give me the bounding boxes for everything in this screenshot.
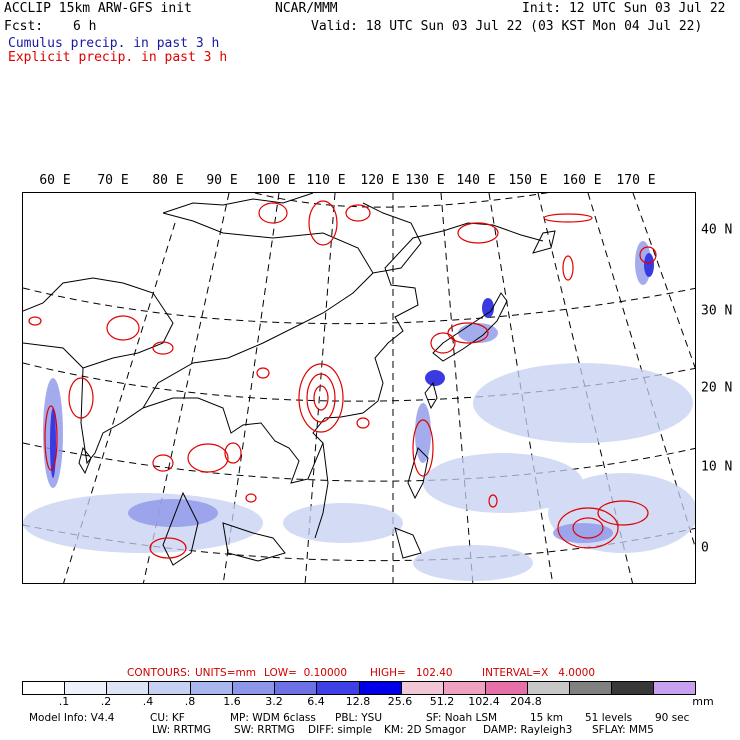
cumulus-ocean-fields <box>23 363 695 581</box>
explicit-precip-contours <box>28 200 657 559</box>
colorbar-swatch <box>107 682 150 694</box>
valid-time: Valid: 18 UTC Sun 03 Jul 22 (03 KST Mon … <box>311 19 703 34</box>
colorbar-tick: 51.2 <box>429 695 455 708</box>
colorbar-swatch <box>23 682 66 694</box>
lat-label: 40 N <box>701 222 733 238</box>
footer-lw: LW: RRTMG <box>152 724 211 736</box>
lon-label: 160 E <box>562 173 602 188</box>
colorbar-tick: .1 <box>58 695 70 708</box>
colorbar-swatch <box>485 682 528 694</box>
lon-label: 130 E <box>405 173 445 188</box>
colorbar-swatch <box>653 682 695 694</box>
map-canvas <box>23 193 695 583</box>
lon-label: 110 E <box>306 173 346 188</box>
colorbar-swatch <box>443 682 486 694</box>
colorbar-tick: 1.6 <box>223 695 241 708</box>
cumulus-bands <box>43 241 651 543</box>
colorbar-swatch <box>275 682 318 694</box>
contours-low: LOW= 0.10000 <box>264 667 348 679</box>
colorbar-tick: 102.4 <box>468 695 500 708</box>
lat-label: 20 N <box>701 380 733 396</box>
contours-units: UNITS=mm <box>195 667 256 679</box>
lon-label: 120 E <box>360 173 400 188</box>
model-title: ACCLIP 15km ARW-GFS init <box>4 1 192 16</box>
footer-damp: DAMP: Rayleigh3 <box>483 724 573 736</box>
lon-label: 140 E <box>456 173 496 188</box>
footer-levels: 51 levels <box>585 712 633 724</box>
colorbar-tick: 204.8 <box>510 695 542 708</box>
lon-label: 90 E <box>206 173 238 188</box>
footer-diff: DIFF: simple <box>308 724 372 736</box>
colorbar-swatch <box>401 682 444 694</box>
footer-sf: SF: Noah LSM <box>426 712 498 724</box>
footer-mp: MP: WDM 6class <box>230 712 316 724</box>
colorbar-tick: .8 <box>184 695 196 708</box>
footer-timestep: 90 sec <box>655 712 690 724</box>
colorbar-tick: 12.8 <box>345 695 371 708</box>
footer-cu: CU: KF <box>150 712 185 724</box>
footer-km: KM: 2D Smagor <box>384 724 466 736</box>
colorbar-swatch <box>569 682 612 694</box>
colorbar-tick: .2 <box>100 695 112 708</box>
footer-pbl: PBL: YSU <box>335 712 383 724</box>
colorbar-swatch <box>317 682 360 694</box>
lat-label: 0 <box>701 540 709 556</box>
footer-model-info: Model Info: V4.4 <box>29 712 115 724</box>
contours-high: HIGH= 102.40 <box>370 667 453 679</box>
colorbar-swatch <box>359 682 402 694</box>
forecast-label: Fcst: <box>4 19 44 34</box>
init-time: Init: 12 UTC Sun 03 Jul 22 <box>522 1 726 16</box>
footer-sw: SW: RRTMG <box>234 724 295 736</box>
coastlines <box>23 193 556 566</box>
footer-sflay: SFLAY: MM5 <box>592 724 654 736</box>
lon-label: 100 E <box>256 173 296 188</box>
colorbar-tick: 6.4 <box>307 695 325 708</box>
colorbar-swatch <box>611 682 654 694</box>
precip-map <box>22 192 696 584</box>
colorbar-tick: 3.2 <box>265 695 283 708</box>
lon-label: 80 E <box>152 173 184 188</box>
cumulus-legend: Cumulus precip. in past 3 h <box>8 36 220 51</box>
lat-label: 10 N <box>701 459 733 475</box>
lon-label: 170 E <box>616 173 656 188</box>
contours-interval: INTERVAL=X 4.0000 <box>482 667 596 679</box>
colorbar-tick: .4 <box>142 695 154 708</box>
colorbar-swatch <box>527 682 570 694</box>
lat-label: 30 N <box>701 303 733 319</box>
center-name: NCAR/MMM <box>275 1 338 16</box>
cumulus-cores <box>50 253 654 478</box>
lon-label: 60 E <box>39 173 71 188</box>
lon-label: 70 E <box>97 173 129 188</box>
colorbar-tick: 25.6 <box>387 695 413 708</box>
colorbar-swatch <box>233 682 276 694</box>
colorbar-swatch <box>191 682 234 694</box>
footer-resolution: 15 km <box>530 712 564 724</box>
colorbar-swatch <box>149 682 192 694</box>
precip-colorbar <box>22 681 696 695</box>
colorbar-swatch <box>65 682 108 694</box>
forecast-value: 6 h <box>73 19 97 34</box>
colorbar-units: mm <box>692 695 714 708</box>
lon-label: 150 E <box>508 173 548 188</box>
explicit-legend: Explicit precip. in past 3 h <box>8 50 228 65</box>
contours-label: CONTOURS: <box>127 667 191 679</box>
